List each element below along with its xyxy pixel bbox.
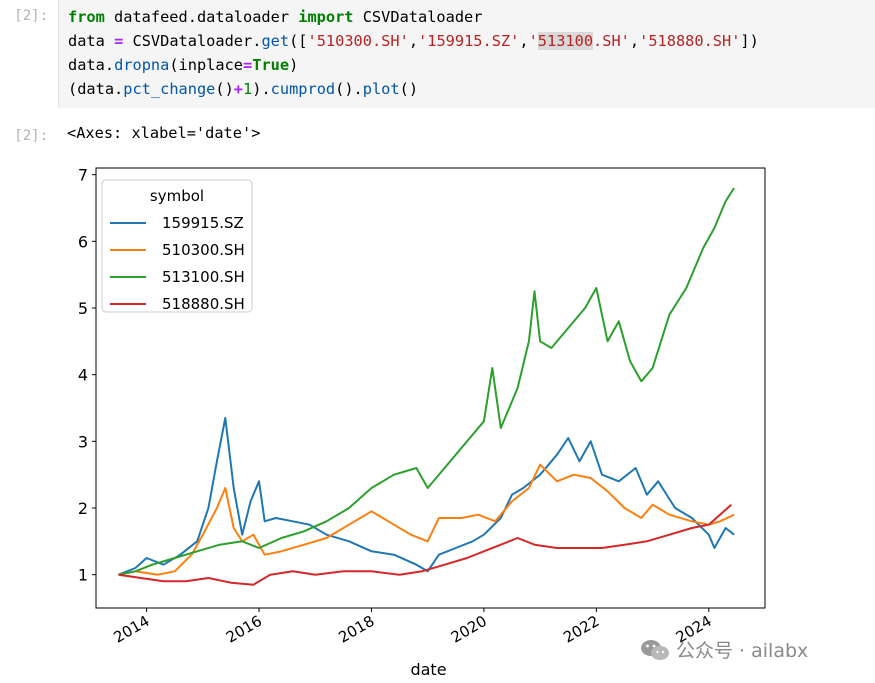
output-prompt: [2]: (14, 128, 48, 144)
dropna-method: dropna (114, 56, 170, 74)
symbol-string-3-tail: .SH' (593, 32, 630, 50)
legend-title: symbol (150, 187, 204, 205)
loader-ref: CSVDataloader. (123, 32, 262, 50)
x-tick-label: 2016 (223, 612, 265, 647)
x-axis-label: date (410, 660, 446, 679)
var-data: data (68, 32, 115, 50)
parens-3: (). (335, 80, 363, 98)
x-tick-label: 2014 (111, 612, 153, 647)
y-tick-label: 2 (78, 499, 88, 518)
data-ref: data. (68, 56, 115, 74)
code-line-3: data.dropna(inplace=True) (68, 53, 298, 77)
plot-method: plot (362, 80, 400, 98)
cumprod-method: cumprod (270, 80, 336, 98)
y-tick-label: 3 (78, 432, 88, 451)
symbol-string-3-highlight: 513100 (537, 32, 594, 50)
code-line-2: data = CSVDataloader.get(['510300.SH','1… (68, 29, 759, 53)
symbol-string-4: '518880.SH' (639, 32, 741, 50)
comma-3: , (629, 32, 640, 50)
wechat-icon (641, 639, 669, 660)
code-cell-input[interactable]: from datafeed.dataloader import CSVDatal… (58, 0, 875, 108)
series-line-159915-SZ (118, 417, 735, 576)
bracket-close: ]) (740, 32, 759, 50)
parens-2: ). (252, 80, 271, 98)
code-line-4: (data.pct_change()+1).cumprod().plot() (68, 77, 418, 101)
comma-2: , (519, 32, 529, 50)
y-tick-label: 5 (78, 299, 88, 318)
legend-entry: 510300.SH (162, 241, 245, 259)
symbol-string-1: '510300.SH' (307, 32, 409, 50)
output-repr: <Axes: xlabel='date'> (67, 124, 261, 142)
code-line-1: from datafeed.dataloader import CSVDatal… (68, 5, 482, 29)
x-tick-label: 2018 (335, 612, 377, 647)
series-line-510300-SH (118, 463, 735, 576)
pct-change-method: pct_change (123, 80, 216, 98)
series-line-518880-SH (118, 503, 732, 586)
module-name: datafeed.dataloader (104, 8, 299, 26)
legend-entry: 518880.SH (162, 295, 245, 313)
legend-box (101, 179, 253, 313)
number-one: 1 (243, 80, 253, 98)
symbol-string-2: '159915.SZ' (418, 32, 520, 50)
x-tick-label: 2020 (448, 612, 490, 647)
keyword-import: import (298, 8, 354, 26)
parens-4: () (399, 80, 419, 98)
import-name: CSVDataloader (353, 8, 483, 26)
parens-1: () (215, 80, 234, 98)
comma-1: , (408, 32, 419, 50)
symbol-string-3-quote: ' (528, 32, 538, 50)
arg-equals: = (243, 56, 253, 74)
plot-frame (95, 167, 766, 609)
series-line-513100-SH (118, 187, 735, 576)
y-tick-label: 1 (78, 566, 88, 585)
y-tick-label: 4 (78, 366, 88, 385)
watermark: 公众号 · ailabx (640, 636, 808, 663)
legend: symbol 159915.SZ 510300.SH 513100.SH 518880.… (101, 179, 253, 313)
assign-op: = (114, 32, 124, 50)
plus-op: + (233, 80, 244, 98)
true-literal: True (252, 56, 290, 74)
data-open: (data. (68, 80, 124, 98)
get-method: get (261, 32, 290, 50)
x-tick-label: 2022 (560, 612, 602, 647)
paren-close: ) (289, 56, 299, 74)
legend-entry: 513100.SH (162, 268, 245, 286)
inplace-arg: (inplace (169, 56, 244, 74)
y-tick-label: 7 (78, 166, 88, 185)
legend-entry: 159915.SZ (162, 214, 244, 232)
bracket-open: ([ (289, 32, 308, 50)
y-tick-label: 6 (78, 232, 88, 251)
input-prompt: [2]: (14, 8, 48, 24)
keyword-from: from (68, 8, 105, 26)
watermark-text: 公众号 · ailabx (676, 640, 809, 662)
